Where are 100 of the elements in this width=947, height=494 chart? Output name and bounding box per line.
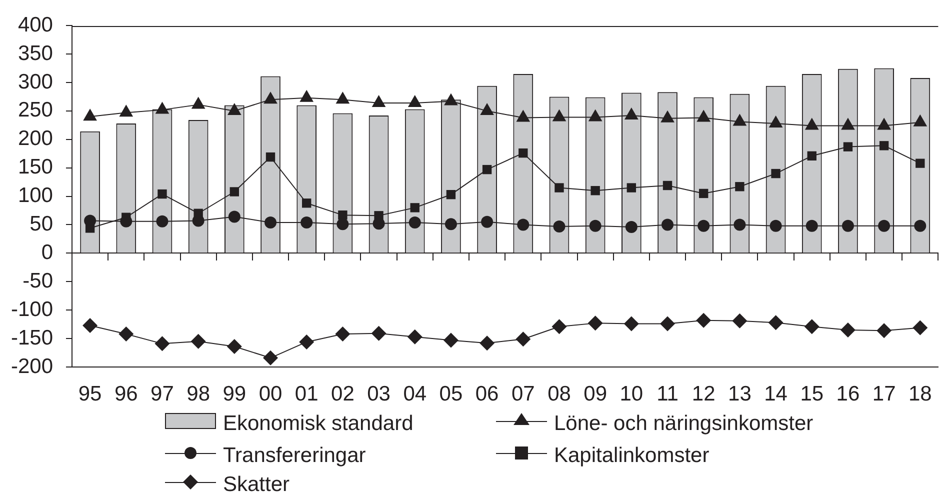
point [336, 92, 350, 104]
point [768, 315, 784, 330]
x-tick-label: 04 [403, 382, 427, 406]
point [444, 218, 457, 230]
point [735, 182, 744, 192]
point [82, 318, 98, 333]
point [554, 183, 564, 192]
point [913, 114, 928, 126]
x-tick-label: 15 [800, 382, 824, 406]
point [878, 220, 890, 232]
point [916, 158, 925, 168]
x-tick-label: 97 [150, 382, 174, 406]
point [662, 218, 674, 231]
point [482, 164, 492, 174]
point [768, 115, 783, 128]
x-tick-label: 96 [114, 382, 138, 406]
y-tick-label: -150 [10, 326, 53, 350]
point [263, 350, 278, 366]
x-tick-label: 14 [764, 382, 788, 406]
point [410, 203, 420, 212]
point [553, 220, 566, 232]
x-tick-label: 00 [258, 382, 282, 406]
point [843, 142, 853, 152]
point [480, 336, 495, 351]
y-tick-label: 0 [41, 240, 53, 264]
point [699, 188, 708, 198]
point [626, 183, 636, 192]
point [480, 102, 494, 115]
point [516, 110, 530, 122]
point [83, 108, 97, 121]
point [552, 109, 566, 122]
legend-label: Transfereringar [223, 444, 366, 467]
point [734, 218, 746, 231]
x-tick-label: 98 [186, 382, 210, 406]
point [119, 104, 134, 117]
point [336, 218, 349, 230]
y-tick-label: 300 [18, 70, 53, 94]
legend-label: Kapitalinkomster [554, 444, 710, 467]
point [732, 313, 748, 328]
point [481, 216, 494, 228]
point [877, 118, 891, 130]
point [302, 198, 312, 208]
point [371, 326, 386, 341]
x-tick-label: 17 [872, 382, 896, 406]
y-tick-label: 50 [30, 212, 53, 236]
point [518, 148, 528, 158]
x-tick-label: 01 [294, 382, 318, 406]
point [227, 102, 242, 115]
point [624, 316, 639, 332]
y-tick-label: 250 [18, 98, 53, 122]
point [842, 220, 854, 232]
x-tick-label: 02 [331, 382, 354, 406]
y-tick-label: 150 [18, 156, 53, 179]
point [446, 190, 456, 200]
y-tick-label: 350 [18, 42, 53, 65]
x-tick-label: 13 [728, 382, 752, 406]
point [771, 168, 780, 178]
x-tick-label: 05 [439, 382, 463, 406]
x-tick-label: 12 [692, 382, 716, 406]
point [804, 118, 819, 130]
point [299, 334, 314, 350]
x-tick-label: 08 [548, 382, 571, 406]
point [408, 94, 422, 107]
point [230, 187, 240, 196]
point [588, 109, 602, 122]
point [372, 94, 386, 107]
x-tick-label: 03 [367, 382, 390, 406]
point [154, 336, 170, 352]
point [804, 319, 820, 334]
y-tick-label: -100 [10, 298, 53, 321]
point [300, 90, 314, 102]
x-tick-label: 09 [584, 382, 608, 406]
point [516, 332, 531, 347]
point [841, 118, 855, 130]
point [228, 210, 240, 223]
x-tick-label: 18 [908, 382, 932, 406]
y-tick-label: 100 [18, 184, 53, 208]
x-tick-label: 07 [511, 382, 535, 406]
point [444, 93, 458, 106]
point [698, 220, 710, 232]
point [662, 180, 672, 190]
point [517, 218, 530, 231]
legend-label: Skatter [223, 472, 290, 494]
y-tick-label: -50 [22, 269, 53, 292]
point [879, 141, 889, 150]
point [588, 316, 603, 331]
legend-label: Löne- och näringsinkomster [554, 412, 814, 435]
point [118, 326, 134, 342]
point [660, 316, 676, 332]
point [338, 210, 348, 220]
point [155, 102, 170, 114]
point [552, 319, 567, 334]
point [912, 320, 928, 336]
point [190, 334, 206, 349]
point [732, 114, 747, 126]
x-tick-label: 11 [656, 382, 678, 406]
point [589, 220, 602, 232]
point [876, 323, 892, 338]
point [840, 322, 856, 338]
point [696, 110, 711, 122]
